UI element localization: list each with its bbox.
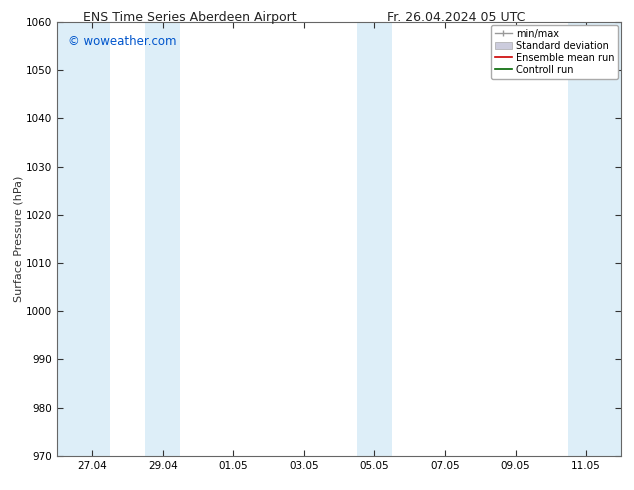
Text: ENS Time Series Aberdeen Airport: ENS Time Series Aberdeen Airport (84, 11, 297, 24)
Bar (569, 22, 621, 456)
Y-axis label: Surface Pressure (hPa): Surface Pressure (hPa) (13, 176, 23, 302)
Text: © woweather.com: © woweather.com (68, 35, 177, 48)
Legend: min/max, Standard deviation, Ensemble mean run, Controll run: min/max, Standard deviation, Ensemble me… (491, 25, 618, 78)
Bar (145, 22, 181, 456)
Text: Fr. 26.04.2024 05 UTC: Fr. 26.04.2024 05 UTC (387, 11, 526, 24)
Bar (57, 22, 110, 456)
Bar (357, 22, 392, 456)
